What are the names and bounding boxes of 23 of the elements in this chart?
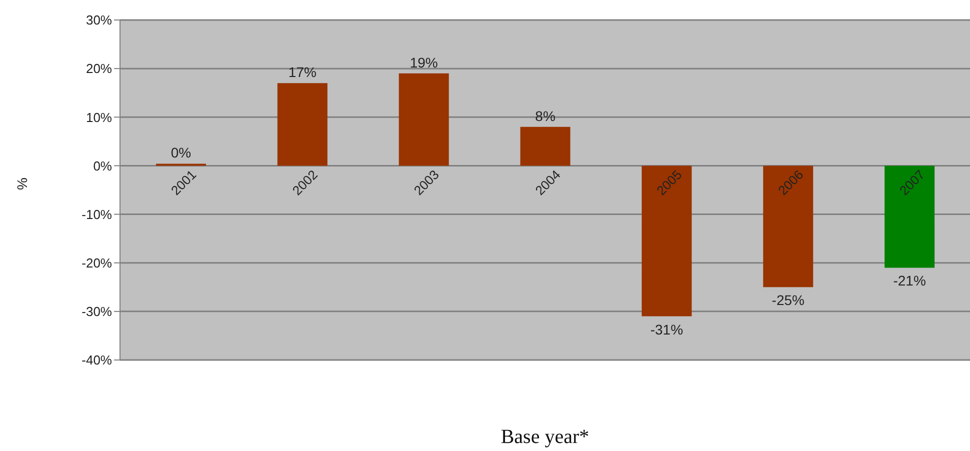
y-tick-label: -10%: [82, 206, 112, 222]
y-tick-label: 10%: [86, 110, 112, 125]
data-label: 19%: [410, 54, 438, 70]
y-tick-label: 20%: [86, 61, 112, 76]
data-label: -25%: [772, 292, 804, 308]
y-tick-label: -30%: [82, 304, 112, 320]
y-tick-label: 0%: [93, 158, 112, 174]
bar: [277, 83, 328, 166]
bar: [398, 73, 449, 166]
bar: [884, 166, 935, 268]
data-label: -21%: [893, 272, 926, 289]
bar: [642, 166, 692, 316]
bar: [520, 126, 570, 166]
bar: [763, 166, 814, 288]
data-label: 0%: [170, 144, 192, 161]
data-label: 8%: [535, 108, 556, 124]
y-tick-label: -40%: [82, 352, 112, 368]
x-axis-title: Base year*: [500, 426, 590, 448]
y-axis-title: %: [14, 178, 30, 190]
data-label: 17%: [288, 64, 316, 80]
y-tick-label: 30%: [86, 12, 112, 28]
data-label: -31%: [650, 321, 684, 338]
y-tick-label: -20%: [82, 255, 112, 270]
